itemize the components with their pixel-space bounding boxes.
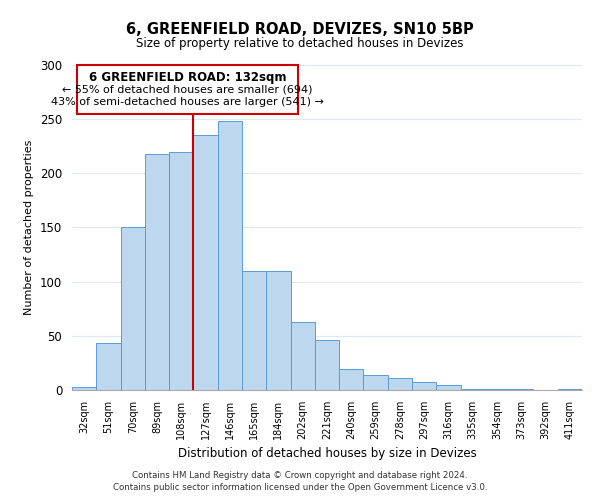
Bar bbox=[412, 382, 436, 390]
Bar bbox=[364, 375, 388, 390]
Bar bbox=[558, 389, 582, 390]
Text: Size of property relative to detached houses in Devizes: Size of property relative to detached ho… bbox=[136, 38, 464, 51]
Bar bbox=[169, 152, 193, 390]
Y-axis label: Number of detached properties: Number of detached properties bbox=[25, 140, 34, 315]
Bar bbox=[193, 136, 218, 390]
Bar bbox=[388, 378, 412, 390]
Text: Contains public sector information licensed under the Open Government Licence v3: Contains public sector information licen… bbox=[113, 484, 487, 492]
Bar bbox=[290, 322, 315, 390]
Bar bbox=[266, 271, 290, 390]
Bar bbox=[461, 389, 485, 390]
FancyBboxPatch shape bbox=[77, 65, 298, 114]
Text: 6, GREENFIELD ROAD, DEVIZES, SN10 5BP: 6, GREENFIELD ROAD, DEVIZES, SN10 5BP bbox=[126, 22, 474, 38]
Bar bbox=[339, 370, 364, 390]
Bar bbox=[72, 387, 96, 390]
Bar bbox=[315, 340, 339, 390]
Bar bbox=[218, 122, 242, 390]
Text: 43% of semi-detached houses are larger (541) →: 43% of semi-detached houses are larger (… bbox=[51, 98, 324, 108]
Bar bbox=[436, 384, 461, 390]
Bar bbox=[485, 389, 509, 390]
Bar bbox=[96, 344, 121, 390]
Text: Contains HM Land Registry data © Crown copyright and database right 2024.: Contains HM Land Registry data © Crown c… bbox=[132, 471, 468, 480]
Bar bbox=[242, 271, 266, 390]
Bar bbox=[121, 228, 145, 390]
X-axis label: Distribution of detached houses by size in Devizes: Distribution of detached houses by size … bbox=[178, 448, 476, 460]
Bar bbox=[509, 389, 533, 390]
Text: 6 GREENFIELD ROAD: 132sqm: 6 GREENFIELD ROAD: 132sqm bbox=[89, 72, 286, 85]
Text: ← 55% of detached houses are smaller (694): ← 55% of detached houses are smaller (69… bbox=[62, 84, 313, 94]
Bar bbox=[145, 154, 169, 390]
